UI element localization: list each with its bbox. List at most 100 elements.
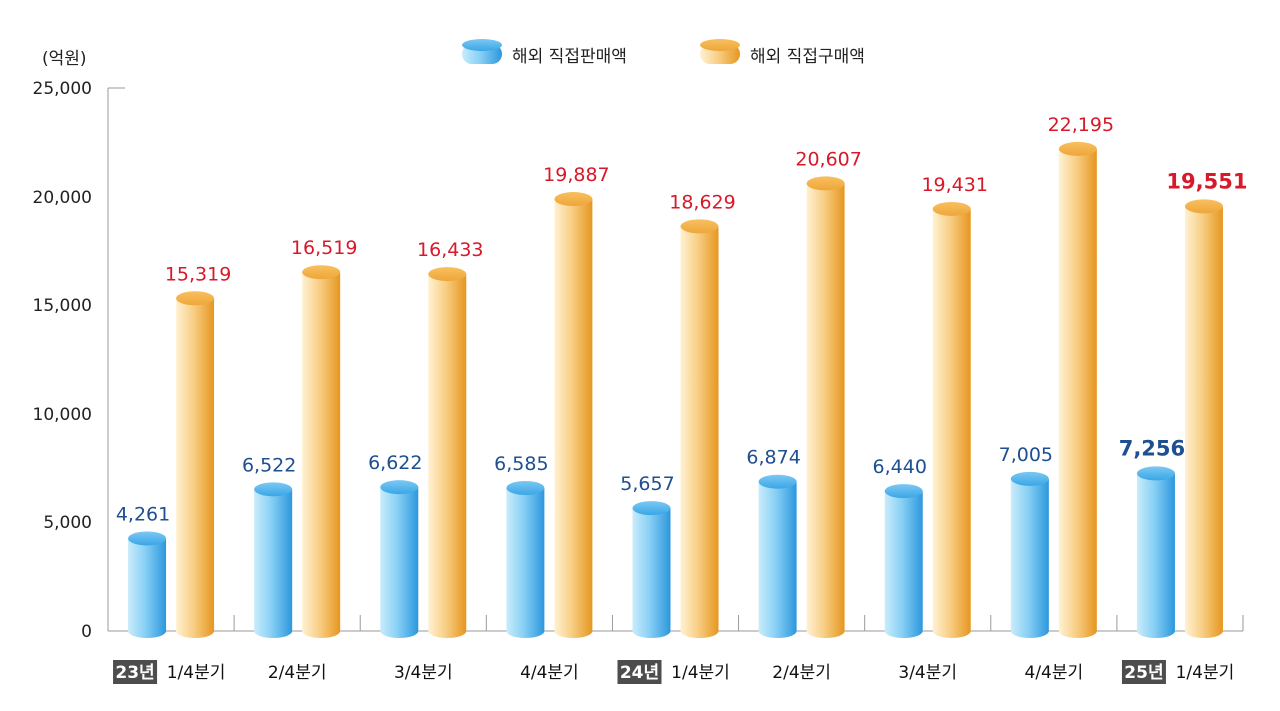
bar-top [554, 192, 593, 207]
bar-top [380, 480, 419, 495]
legend-item-direct-purchases: 해외 직접구매액 [700, 39, 865, 67]
data-label-direct-purchases: 20,607 [795, 148, 861, 170]
bar-body [506, 487, 545, 638]
legend-label-direct-sales: 해외 직접판매액 [512, 47, 627, 67]
bar-top [128, 531, 167, 546]
bar-body [632, 508, 671, 638]
bar-top [806, 176, 845, 191]
year-badge-label: 24년 [620, 663, 659, 683]
bar-body [680, 226, 719, 638]
y-axis: 25,000 20,000 15,000 10,000 5,000 0 [33, 79, 125, 642]
year-badge [113, 660, 158, 684]
bar-direct-purchases [302, 265, 341, 638]
value-labels-group: 4,261 15,319 6,522 16,519 6,622 16,433 6,585 19… [116, 114, 1248, 526]
data-label-direct-purchases: 15,319 [165, 263, 231, 285]
bar-top [506, 480, 545, 495]
bar-top [254, 482, 293, 497]
year-badge-label: 23년 [115, 663, 154, 683]
bar-direct-purchases [176, 291, 215, 638]
bar-top [1136, 466, 1175, 481]
data-label-direct-purchases: 19,431 [921, 174, 987, 196]
bar-direct-sales [632, 501, 671, 638]
y-axis-unit: (억원) [42, 49, 87, 69]
bars-group [128, 141, 1223, 639]
bar-direct-purchases [1058, 141, 1097, 638]
data-label-direct-purchases: 18,629 [669, 191, 735, 213]
bar-direct-sales [758, 474, 797, 638]
y-tick-label: 0 [81, 622, 92, 642]
bar-body [1184, 206, 1223, 638]
data-label-direct-sales: 6,874 [746, 447, 800, 469]
category-label: 2/4분기 [772, 663, 831, 683]
y-tick-label: 25,000 [33, 79, 92, 99]
bar-direct-sales [506, 480, 545, 638]
bar-direct-purchases [1184, 199, 1223, 638]
data-label-direct-purchases: 22,195 [1048, 114, 1114, 136]
bar-body [380, 487, 419, 638]
category-label: 4/4분기 [1025, 663, 1084, 683]
data-label-direct-purchases: 19,887 [543, 164, 609, 186]
y-tick-label: 15,000 [33, 296, 92, 316]
bar-direct-sales [128, 531, 167, 638]
data-label-direct-purchases: 19,551 [1166, 169, 1247, 193]
bar-top [1010, 471, 1049, 486]
bar-top [758, 474, 797, 489]
bar-direct-sales [1010, 471, 1049, 639]
bar-top [680, 219, 719, 234]
bar-top [632, 501, 671, 516]
bar-top [1058, 141, 1097, 156]
bar-direct-purchases [932, 201, 971, 638]
category-label: 1/4분기 [167, 663, 226, 683]
bar-top [1184, 199, 1223, 214]
year-badge-label: 25년 [1124, 663, 1163, 683]
bar-body [428, 274, 467, 638]
category-label: 4/4분기 [520, 663, 579, 683]
bar-body [302, 272, 341, 638]
y-tick-label: 10,000 [33, 405, 92, 425]
bar-top [932, 201, 971, 216]
category-label: 3/4분기 [898, 663, 957, 683]
y-tick-label: 20,000 [33, 188, 92, 208]
category-label: 2/4분기 [268, 663, 327, 683]
bar-body [758, 481, 797, 638]
legend: 해외 직접판매액 해외 직접구매액 [462, 39, 865, 67]
bar-direct-purchases [680, 219, 719, 638]
year-badge [1121, 660, 1166, 684]
bar-direct-purchases [806, 176, 845, 638]
data-label-direct-sales: 6,622 [368, 452, 422, 474]
data-label-direct-sales: 5,657 [620, 473, 674, 495]
bar-top [428, 267, 467, 282]
bar-body [128, 538, 167, 638]
bar-direct-purchases [428, 267, 467, 638]
data-label-direct-sales: 4,261 [116, 503, 170, 525]
bar-direct-sales [884, 484, 923, 638]
legend-item-direct-sales: 해외 직접판매액 [462, 39, 627, 67]
bar-direct-sales [380, 480, 419, 638]
bar-top [176, 291, 215, 306]
bar-direct-purchases [554, 192, 593, 638]
x-axis [108, 615, 1244, 632]
data-label-direct-sales: 6,440 [873, 456, 927, 478]
data-label-direct-sales: 6,585 [494, 453, 548, 475]
category-labels-group: 23년 1/4분기 2/4분기 3/4분기 4/4분기 24년 1/4분기 2/4분기 3/4분… [113, 660, 1234, 684]
bar-body [254, 489, 293, 638]
bar-body [806, 183, 845, 638]
bar-direct-sales [1136, 466, 1175, 638]
bar-direct-sales [254, 482, 293, 638]
bar-body [1058, 148, 1097, 638]
bar-body [176, 298, 215, 638]
category-label: 3/4분기 [394, 663, 453, 683]
data-label-direct-purchases: 16,519 [291, 237, 357, 259]
bar-body [932, 208, 971, 638]
bar-top [302, 265, 341, 280]
bar-body [1136, 473, 1175, 638]
legend-swatch-top-direct-sales [462, 39, 502, 51]
data-label-direct-purchases: 16,433 [417, 239, 483, 261]
bar-top [884, 484, 923, 499]
data-label-direct-sales: 7,005 [999, 444, 1053, 466]
category-label: 1/4분기 [671, 663, 730, 683]
bar-body [1010, 478, 1049, 639]
y-tick-label: 5,000 [43, 513, 92, 533]
bar-body [884, 491, 923, 638]
